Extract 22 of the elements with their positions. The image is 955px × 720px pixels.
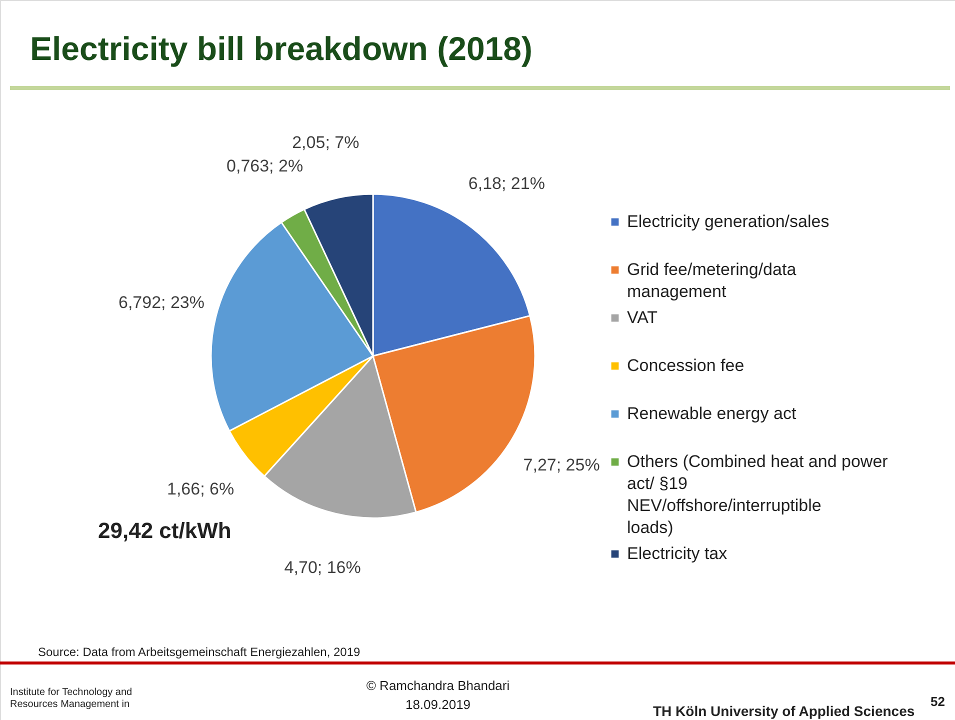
legend-label: Electricity generation/sales <box>627 212 830 231</box>
data-label: 2,05; 7% <box>292 133 360 152</box>
text: Institute for Technology and Resources Management in <box>10 687 132 710</box>
chart-title: Electricity bill breakdown (2018) <box>30 30 533 67</box>
data-label: 6,792; 23% <box>118 293 204 312</box>
legend-label: Electricity tax <box>627 544 728 563</box>
legend-label: Others (Combined heat and power act/ §19 NEV/offshore/interruptible loads) <box>627 452 888 537</box>
source-note: Source: Data from Arbeitsgemeinschaft Energiezahlen, 2019 <box>38 645 361 659</box>
text: 52 <box>930 694 945 709</box>
text: 18.09.2019 <box>405 697 471 712</box>
text: 29,42 ct/kWh <box>98 518 232 543</box>
legend-label: VAT <box>627 308 658 327</box>
legend-label: Concession fee <box>627 356 744 375</box>
data-label: 4,70; 16% <box>284 558 361 578</box>
data-label: 1,66; 6% <box>166 479 234 498</box>
text: © Ramchandra Bhandari <box>366 678 510 693</box>
data-label: 7,27; 25% <box>523 455 600 474</box>
data-label: 0,763; 2% <box>226 156 304 176</box>
data-label: 6,18; 21% <box>468 174 545 193</box>
legend-label: Grid fee/metering/data management <box>627 260 797 301</box>
legend-label: Renewable energy act <box>627 404 796 423</box>
text: TH Köln University of Applied Sciences <box>653 703 915 719</box>
